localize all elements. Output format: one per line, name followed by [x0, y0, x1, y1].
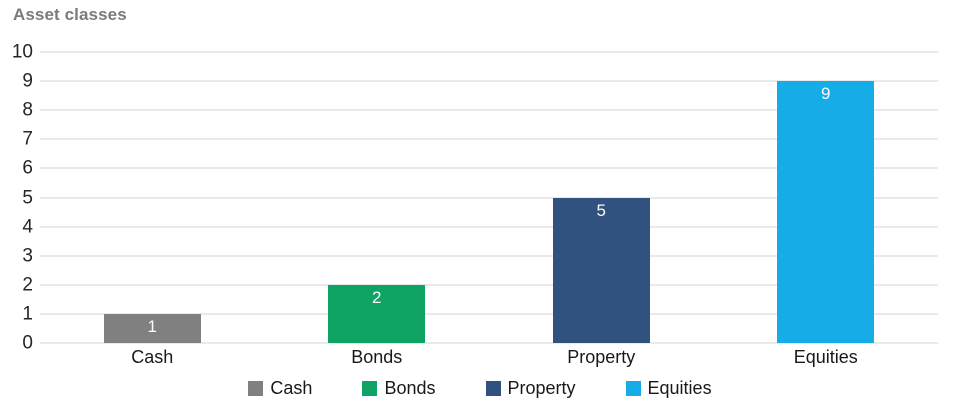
bar-cash[interactable]: 1	[103, 313, 201, 343]
legend-swatch-cash	[248, 381, 264, 396]
gridline-y0	[40, 342, 938, 344]
gridline-y10	[40, 51, 938, 53]
y-axis: 0 1 2 3 4 5 6 7 8 9 10	[0, 43, 33, 353]
legend: Cash Bonds Property Equities	[0, 378, 960, 399]
gridline-y9	[40, 80, 938, 83]
bar-equities[interactable]: 9	[777, 81, 875, 343]
y-tick-label-8: 8	[22, 99, 33, 121]
chart-title: Asset classes	[13, 5, 127, 24]
legend-item-cash[interactable]: Cash	[248, 378, 312, 399]
y-tick-label-5: 5	[22, 187, 33, 208]
y-tick-label-2: 2	[22, 274, 33, 296]
x-axis-label-bonds: Bonds	[351, 347, 403, 367]
legend-item-equities[interactable]: Equities	[625, 378, 712, 399]
bar-value-label-property: 5	[596, 200, 606, 220]
gridline-y6	[40, 167, 938, 170]
legend-label-cash: Cash	[270, 378, 313, 398]
gridline-y1	[40, 312, 938, 315]
gridline-y5	[40, 196, 938, 199]
legend-swatch-equities	[625, 381, 641, 396]
gridline-y7	[40, 138, 938, 141]
x-axis-label-property: Property	[567, 347, 636, 367]
x-axis-label-equities: Equities	[793, 347, 858, 367]
gridline-y4	[40, 225, 938, 228]
y-tick-label-10: 10	[11, 41, 33, 63]
legend-label-property: Property	[507, 378, 576, 398]
y-tick-label-1: 1	[22, 303, 33, 325]
y-tick-label-4: 4	[22, 216, 33, 238]
gridline-y8	[40, 109, 938, 112]
legend-item-property[interactable]: Property	[485, 378, 576, 399]
bar-bonds[interactable]: 2	[328, 284, 426, 343]
gridline-y2	[40, 283, 938, 286]
bar-property[interactable]: 5	[552, 197, 650, 343]
y-tick-label-9: 9	[22, 70, 33, 92]
legend-label-bonds: Bonds	[384, 378, 436, 398]
legend-swatch-bonds	[362, 381, 378, 396]
y-tick-label-6: 6	[22, 157, 33, 179]
y-tick-label-7: 7	[22, 128, 33, 150]
legend-label-equities: Equities	[647, 378, 712, 398]
legend-swatch-property	[485, 381, 501, 396]
y-tick-label-3: 3	[22, 245, 33, 267]
bar-value-label-cash: 1	[147, 316, 157, 336]
x-axis: Cash Bonds Property Equities	[40, 347, 938, 369]
legend-item-bonds[interactable]: Bonds	[362, 378, 436, 399]
plot-area: 1 2 5 9	[40, 51, 938, 344]
bar-value-label-equities: 9	[821, 84, 831, 104]
y-tick-label-0: 0	[22, 332, 33, 354]
x-axis-label-cash: Cash	[131, 347, 174, 367]
gridline-y3	[40, 254, 938, 257]
bar-value-label-bonds: 2	[372, 287, 382, 307]
